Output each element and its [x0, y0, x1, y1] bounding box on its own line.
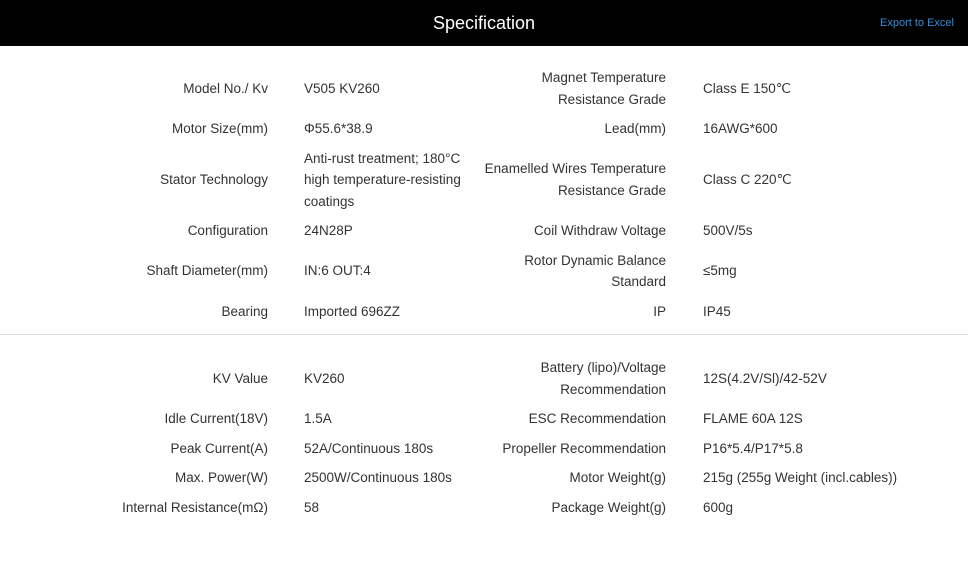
spec-value: 500V/5s	[703, 223, 753, 238]
table-row: Internal Resistance(mΩ) 58 Package Weight(…	[0, 493, 968, 523]
spec-section-performance: KV Value KV260 Battery (lipo)/Voltage Reco…	[0, 335, 968, 522]
spec-label: Battery (lipo)/Voltage Recommendation	[540, 360, 666, 397]
table-row: Peak Current(A) 52A/Continuous 180s Propel…	[0, 434, 968, 464]
spec-section-basic: Model No./ Kv V505 KV260 Magnet Temperatur…	[0, 46, 968, 334]
table-row: Motor Size(mm) Φ55.6*38.9 Lead(mm) 16AWG*60…	[0, 114, 968, 144]
table-row: Configuration 24N28P Coil Withdraw Voltage…	[0, 216, 968, 246]
spec-label: Shaft Diameter(mm)	[146, 263, 268, 279]
spec-label: Max. Power(W)	[174, 470, 268, 485]
spec-value: Imported 696ZZ	[304, 303, 401, 319]
page-title: Specification	[432, 13, 536, 33]
spec-value: Anti-rust treatment; 180°C high temperat…	[304, 150, 461, 209]
spec-label: Model No./ Kv	[183, 80, 268, 96]
spec-label: Internal Resistance(mΩ)	[122, 499, 268, 515]
section-divider	[0, 334, 968, 335]
spec-label: Stator Technology	[160, 172, 268, 187]
spec-label: IP	[653, 303, 666, 319]
table-row: Max. Power(W) 2500W/Continuous 180s Motor …	[0, 463, 968, 493]
spec-label: Propeller Recommendation	[502, 440, 666, 456]
spec-label: Idle Current(18V)	[164, 411, 268, 426]
table-row: Idle Current(18V) 1.5A ESC Recommendation F…	[0, 404, 968, 434]
spec-value: 1.5A	[304, 411, 332, 426]
spec-label: Enamelled Wires Temperature Resistance G…	[484, 161, 666, 198]
spec-value: IP45	[703, 303, 731, 319]
table-row: Shaft Diameter(mm) IN:6 OUT:4 Rotor Dynami…	[0, 246, 968, 297]
spec-label: Motor Weight(g)	[569, 470, 666, 485]
spec-label: Peak Current(A)	[170, 440, 268, 456]
spec-value: 12S(4.2V/Sl)/42-52V	[703, 370, 827, 386]
spec-value: 52A/Continuous 180s	[304, 440, 434, 456]
spec-label: Motor Size(mm)	[171, 121, 268, 136]
spec-value: 58	[304, 499, 320, 515]
spec-value: 16AWG*600	[703, 121, 778, 136]
spec-value: IN:6 OUT:4	[304, 263, 371, 279]
spec-label: KV Value	[212, 370, 268, 386]
table-row: Model No./ Kv V505 KV260 Magnet Temperatur…	[0, 63, 968, 114]
spec-value: KV260	[304, 370, 345, 386]
spec-label: Bearing	[221, 303, 268, 319]
spec-value: P16*5.4/P17*5.8	[703, 440, 803, 456]
spec-value: 24N28P	[304, 223, 353, 238]
spec-value: Class E 150℃	[703, 80, 791, 96]
spec-label: Lead(mm)	[604, 121, 666, 136]
spec-value: V505 KV260	[304, 80, 380, 96]
spec-label: Rotor Dynamic Balance Standard	[524, 252, 666, 290]
spec-label: Package Weight(g)	[551, 499, 666, 515]
spec-label: Magnet Temperature Resistance Grade	[541, 70, 666, 107]
spec-value: Class C 220℃	[703, 172, 792, 187]
spec-label: Configuration	[187, 223, 268, 238]
table-row: Bearing Imported 696ZZ IP IP45	[0, 297, 968, 327]
spec-value: FLAME 60A 12S	[703, 411, 803, 426]
spec-value: 215g (255g Weight (incl.cables))	[703, 470, 898, 485]
spec-value: Φ55.6*38.9	[304, 121, 373, 136]
table-row: KV Value KV260 Battery (lipo)/Voltage Reco…	[0, 353, 968, 404]
spec-value: 600g	[703, 499, 734, 515]
table-row: Stator Technology Anti-rust treatment; 18…	[0, 144, 968, 217]
spec-label: ESC Recommendation	[528, 411, 666, 426]
spec-label: Coil Withdraw Voltage	[533, 223, 666, 238]
spec-header: Specification Export to Excel	[0, 0, 968, 46]
spec-table: KV Value KV260 Battery (lipo)/Voltage Reco…	[0, 353, 968, 522]
spec-value: 2500W/Continuous 180s	[304, 470, 452, 485]
spec-value: ≤5mg	[703, 263, 737, 279]
spec-table: Model No./ Kv V505 KV260 Magnet Temperatur…	[0, 63, 968, 326]
export-to-excel-link[interactable]: Export to Excel	[880, 17, 954, 29]
